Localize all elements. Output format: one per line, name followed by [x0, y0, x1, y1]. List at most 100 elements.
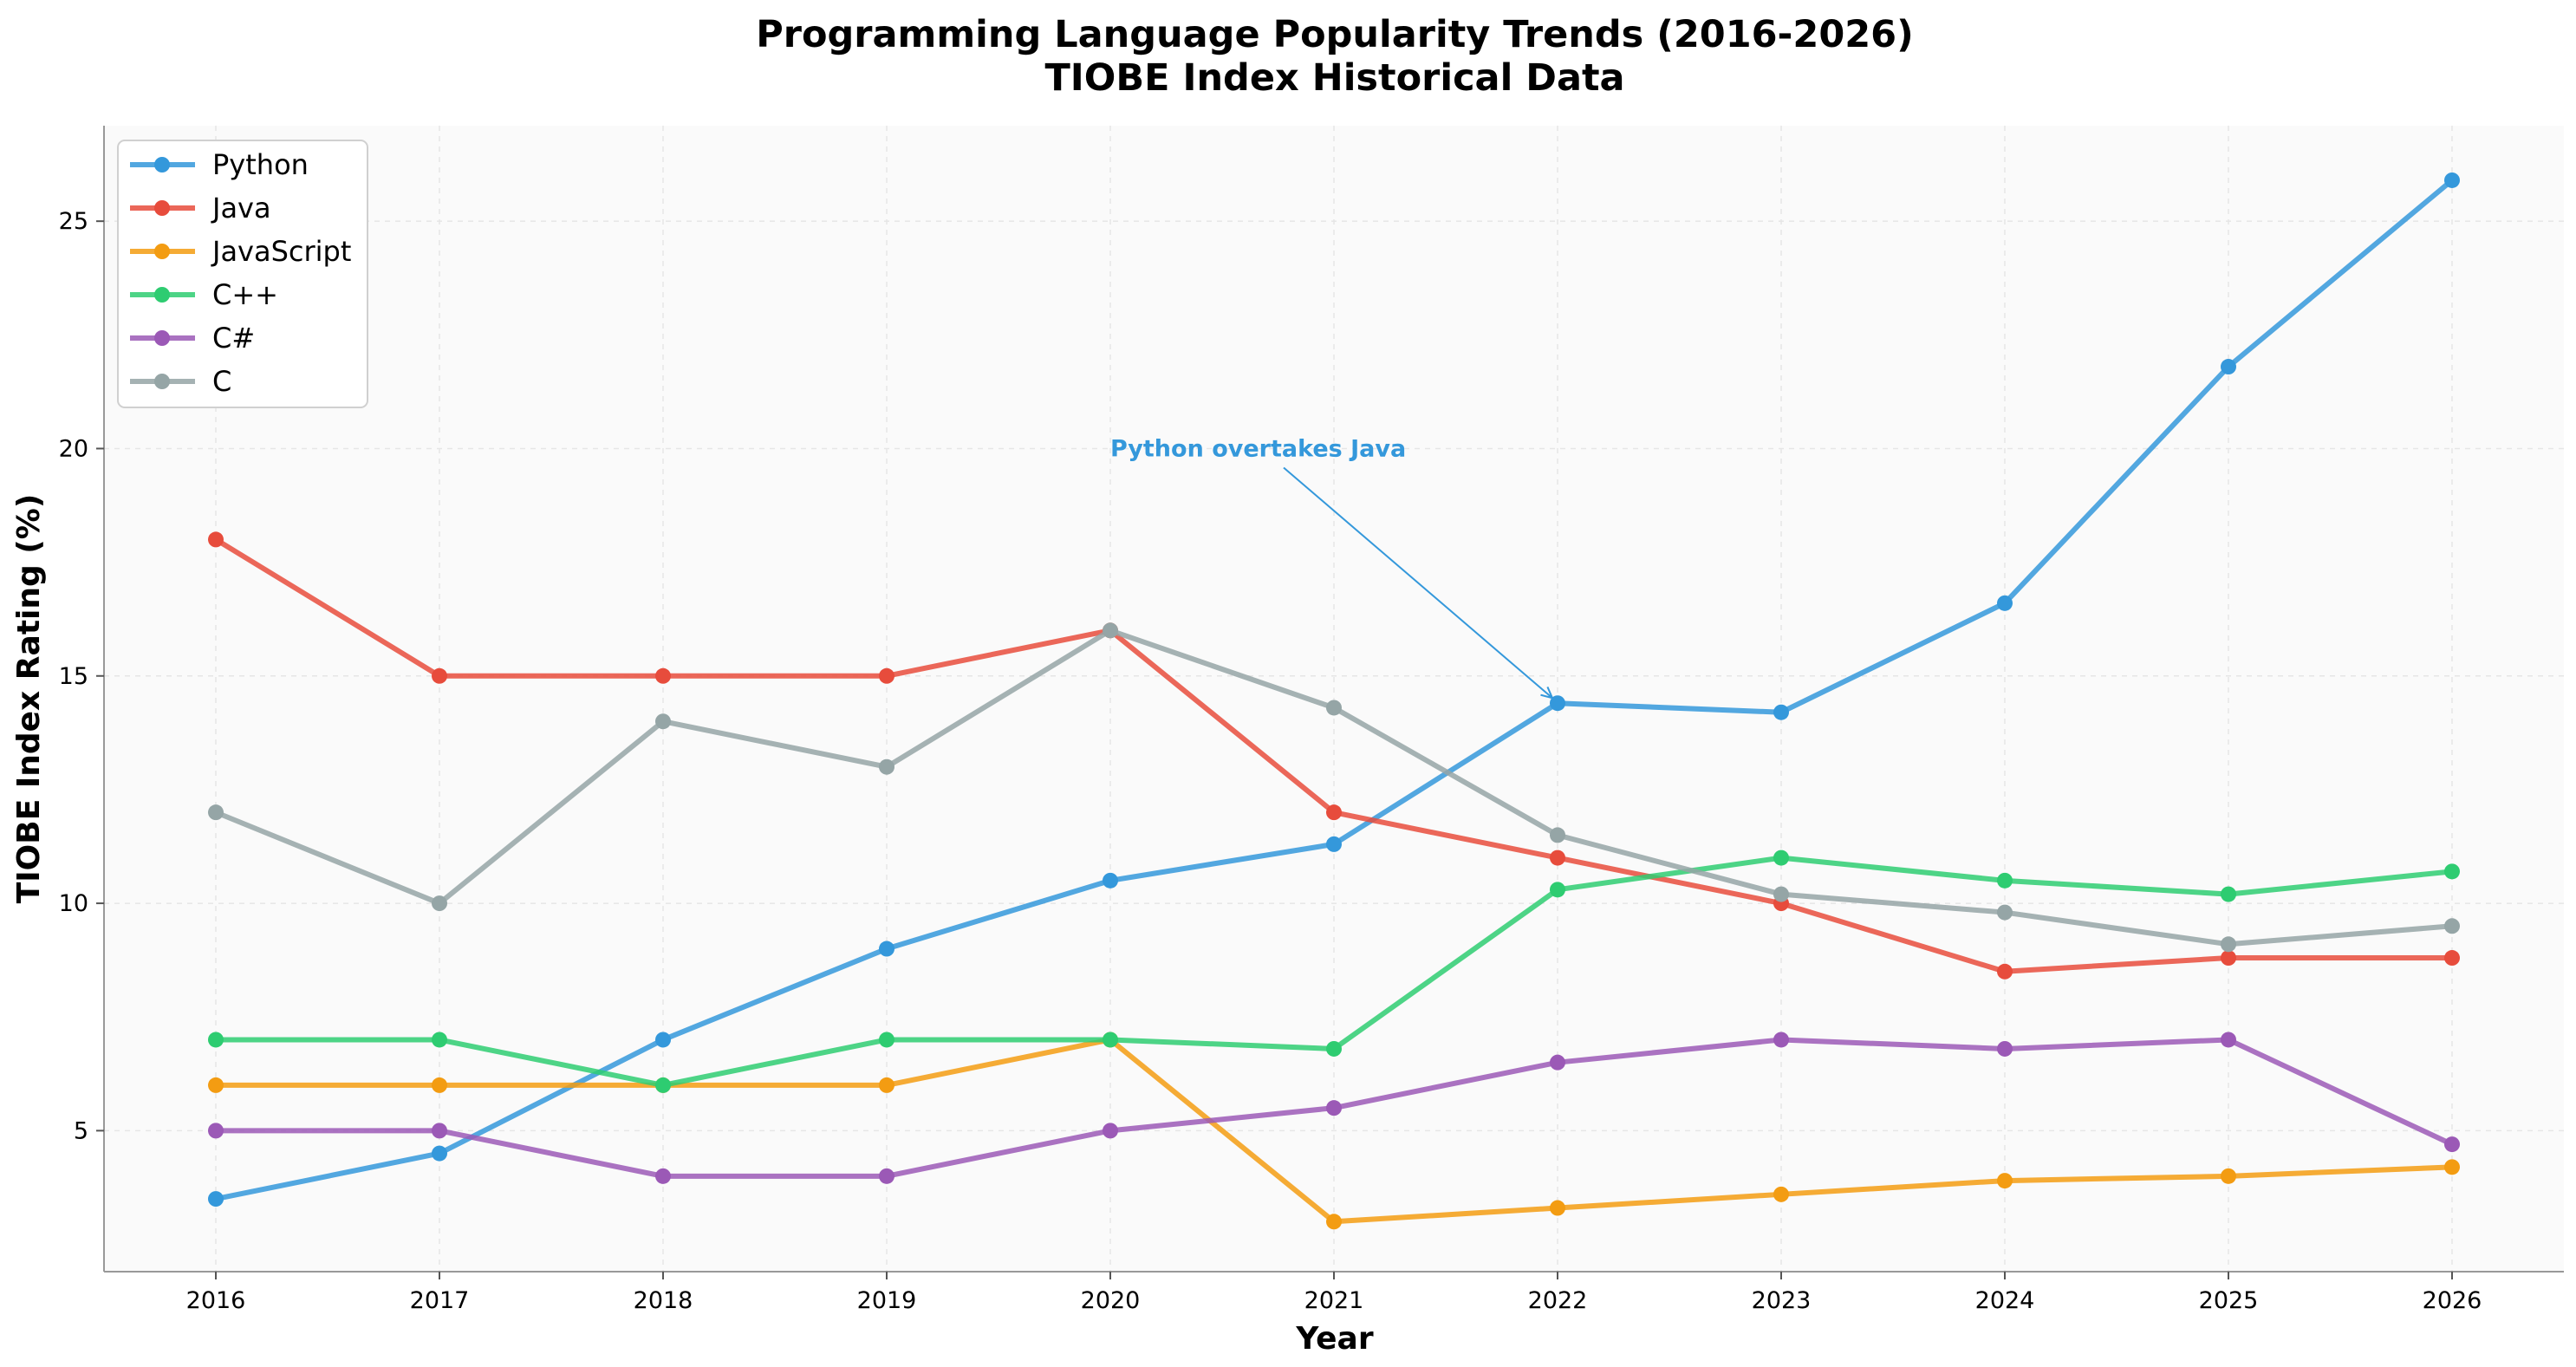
data-point [432, 1032, 447, 1048]
data-point [879, 941, 894, 957]
data-point [2221, 936, 2236, 953]
x-tick-label: 2019 [857, 1287, 917, 1314]
data-point [208, 1191, 224, 1208]
y-tick-label: 20 [59, 435, 88, 462]
legend-label: Java [211, 192, 271, 225]
data-point [1773, 1186, 1789, 1202]
data-point [432, 1123, 447, 1139]
data-point [208, 1032, 224, 1048]
annotation-text: Python overtakes Java [1110, 435, 1406, 462]
data-point [1326, 804, 1342, 821]
legend-label: C [212, 365, 231, 398]
legend-label: Python [212, 148, 309, 181]
legend-label: JavaScript [211, 235, 351, 268]
legend-swatch-marker [154, 157, 170, 173]
series-c- [208, 849, 2460, 1093]
data-point [1550, 849, 1565, 866]
data-point [2444, 950, 2460, 967]
data-point [1103, 1032, 1118, 1048]
series-c [208, 622, 2460, 953]
data-point [655, 1077, 671, 1093]
data-point [1326, 836, 1342, 852]
data-point [1773, 886, 1789, 902]
data-point [879, 1077, 894, 1093]
legend-label: C# [212, 322, 255, 355]
data-point [1326, 700, 1342, 716]
data-point [1997, 595, 2013, 611]
data-point [432, 1145, 447, 1162]
series-javascript [208, 1032, 2460, 1230]
data-point [2221, 1032, 2236, 1048]
x-tick-label: 2020 [1081, 1287, 1141, 1314]
data-point [2221, 886, 2236, 902]
y-tick-label: 10 [59, 890, 88, 917]
chart-title: Programming Language Popularity Trends (… [756, 13, 1913, 56]
legend-swatch-marker [154, 330, 170, 346]
x-tick-label: 2016 [186, 1287, 246, 1314]
data-point [2444, 172, 2460, 188]
data-point [2221, 359, 2236, 375]
data-point [879, 758, 894, 775]
data-point [1997, 963, 2013, 980]
data-point [1997, 1173, 2013, 1189]
data-point [432, 895, 447, 912]
data-point [1773, 1032, 1789, 1048]
legend-swatch-marker [154, 374, 170, 389]
chart-subtitle: TIOBE Index Historical Data [1044, 56, 1624, 100]
data-point [1550, 695, 1565, 712]
x-tick-label: 2026 [2423, 1287, 2482, 1314]
data-point [1326, 1214, 1342, 1230]
data-point [2444, 1159, 2460, 1175]
legend-swatch-marker [154, 200, 170, 216]
data-point [879, 1168, 894, 1184]
data-point [655, 1032, 671, 1048]
data-point [432, 1077, 447, 1093]
x-tick-label: 2023 [1752, 1287, 1812, 1314]
series-python [208, 172, 2460, 1208]
data-point [655, 667, 671, 684]
x-tick-label: 2021 [1304, 1287, 1364, 1314]
data-point [208, 531, 224, 548]
data-point [1550, 827, 1565, 843]
data-point [208, 1123, 224, 1139]
data-point [1326, 1100, 1342, 1116]
legend: Python Java JavaScript C++ C# C [117, 140, 368, 408]
x-tick-label: 2022 [1528, 1287, 1588, 1314]
data-point [1326, 1040, 1342, 1057]
x-tick-label: 2017 [410, 1287, 470, 1314]
annotation: Python overtakes Java [1110, 435, 1554, 700]
series-lines [208, 172, 2460, 1230]
data-point [655, 713, 671, 730]
data-point [2444, 1136, 2460, 1153]
data-point [2444, 918, 2460, 934]
series-java [208, 531, 2460, 980]
data-point [879, 667, 894, 684]
data-point [1550, 1054, 1565, 1071]
data-point [2221, 950, 2236, 967]
legend-label: C++ [212, 278, 278, 311]
data-point [1103, 1123, 1118, 1139]
data-point [1997, 1040, 2013, 1057]
data-point [655, 1168, 671, 1184]
data-point [1550, 882, 1565, 898]
data-point [1997, 872, 2013, 889]
data-point [208, 1077, 224, 1093]
y-axis-label: TIOBE Index Rating (%) [11, 494, 47, 904]
data-point [1773, 704, 1789, 720]
legend-swatch-marker [154, 244, 170, 259]
legend-items: Python Java JavaScript C++ C# C [130, 148, 351, 398]
y-tick-label: 5 [74, 1117, 88, 1144]
x-tick-label: 2025 [2199, 1287, 2259, 1314]
data-point [2221, 1168, 2236, 1184]
y-tick-label: 15 [59, 663, 88, 690]
data-point [1103, 872, 1118, 889]
data-point [879, 1032, 894, 1048]
data-point [432, 667, 447, 684]
data-point [1550, 1200, 1565, 1216]
annotation-arrowhead [1540, 687, 1554, 700]
data-point [2444, 863, 2460, 880]
data-point [208, 804, 224, 821]
